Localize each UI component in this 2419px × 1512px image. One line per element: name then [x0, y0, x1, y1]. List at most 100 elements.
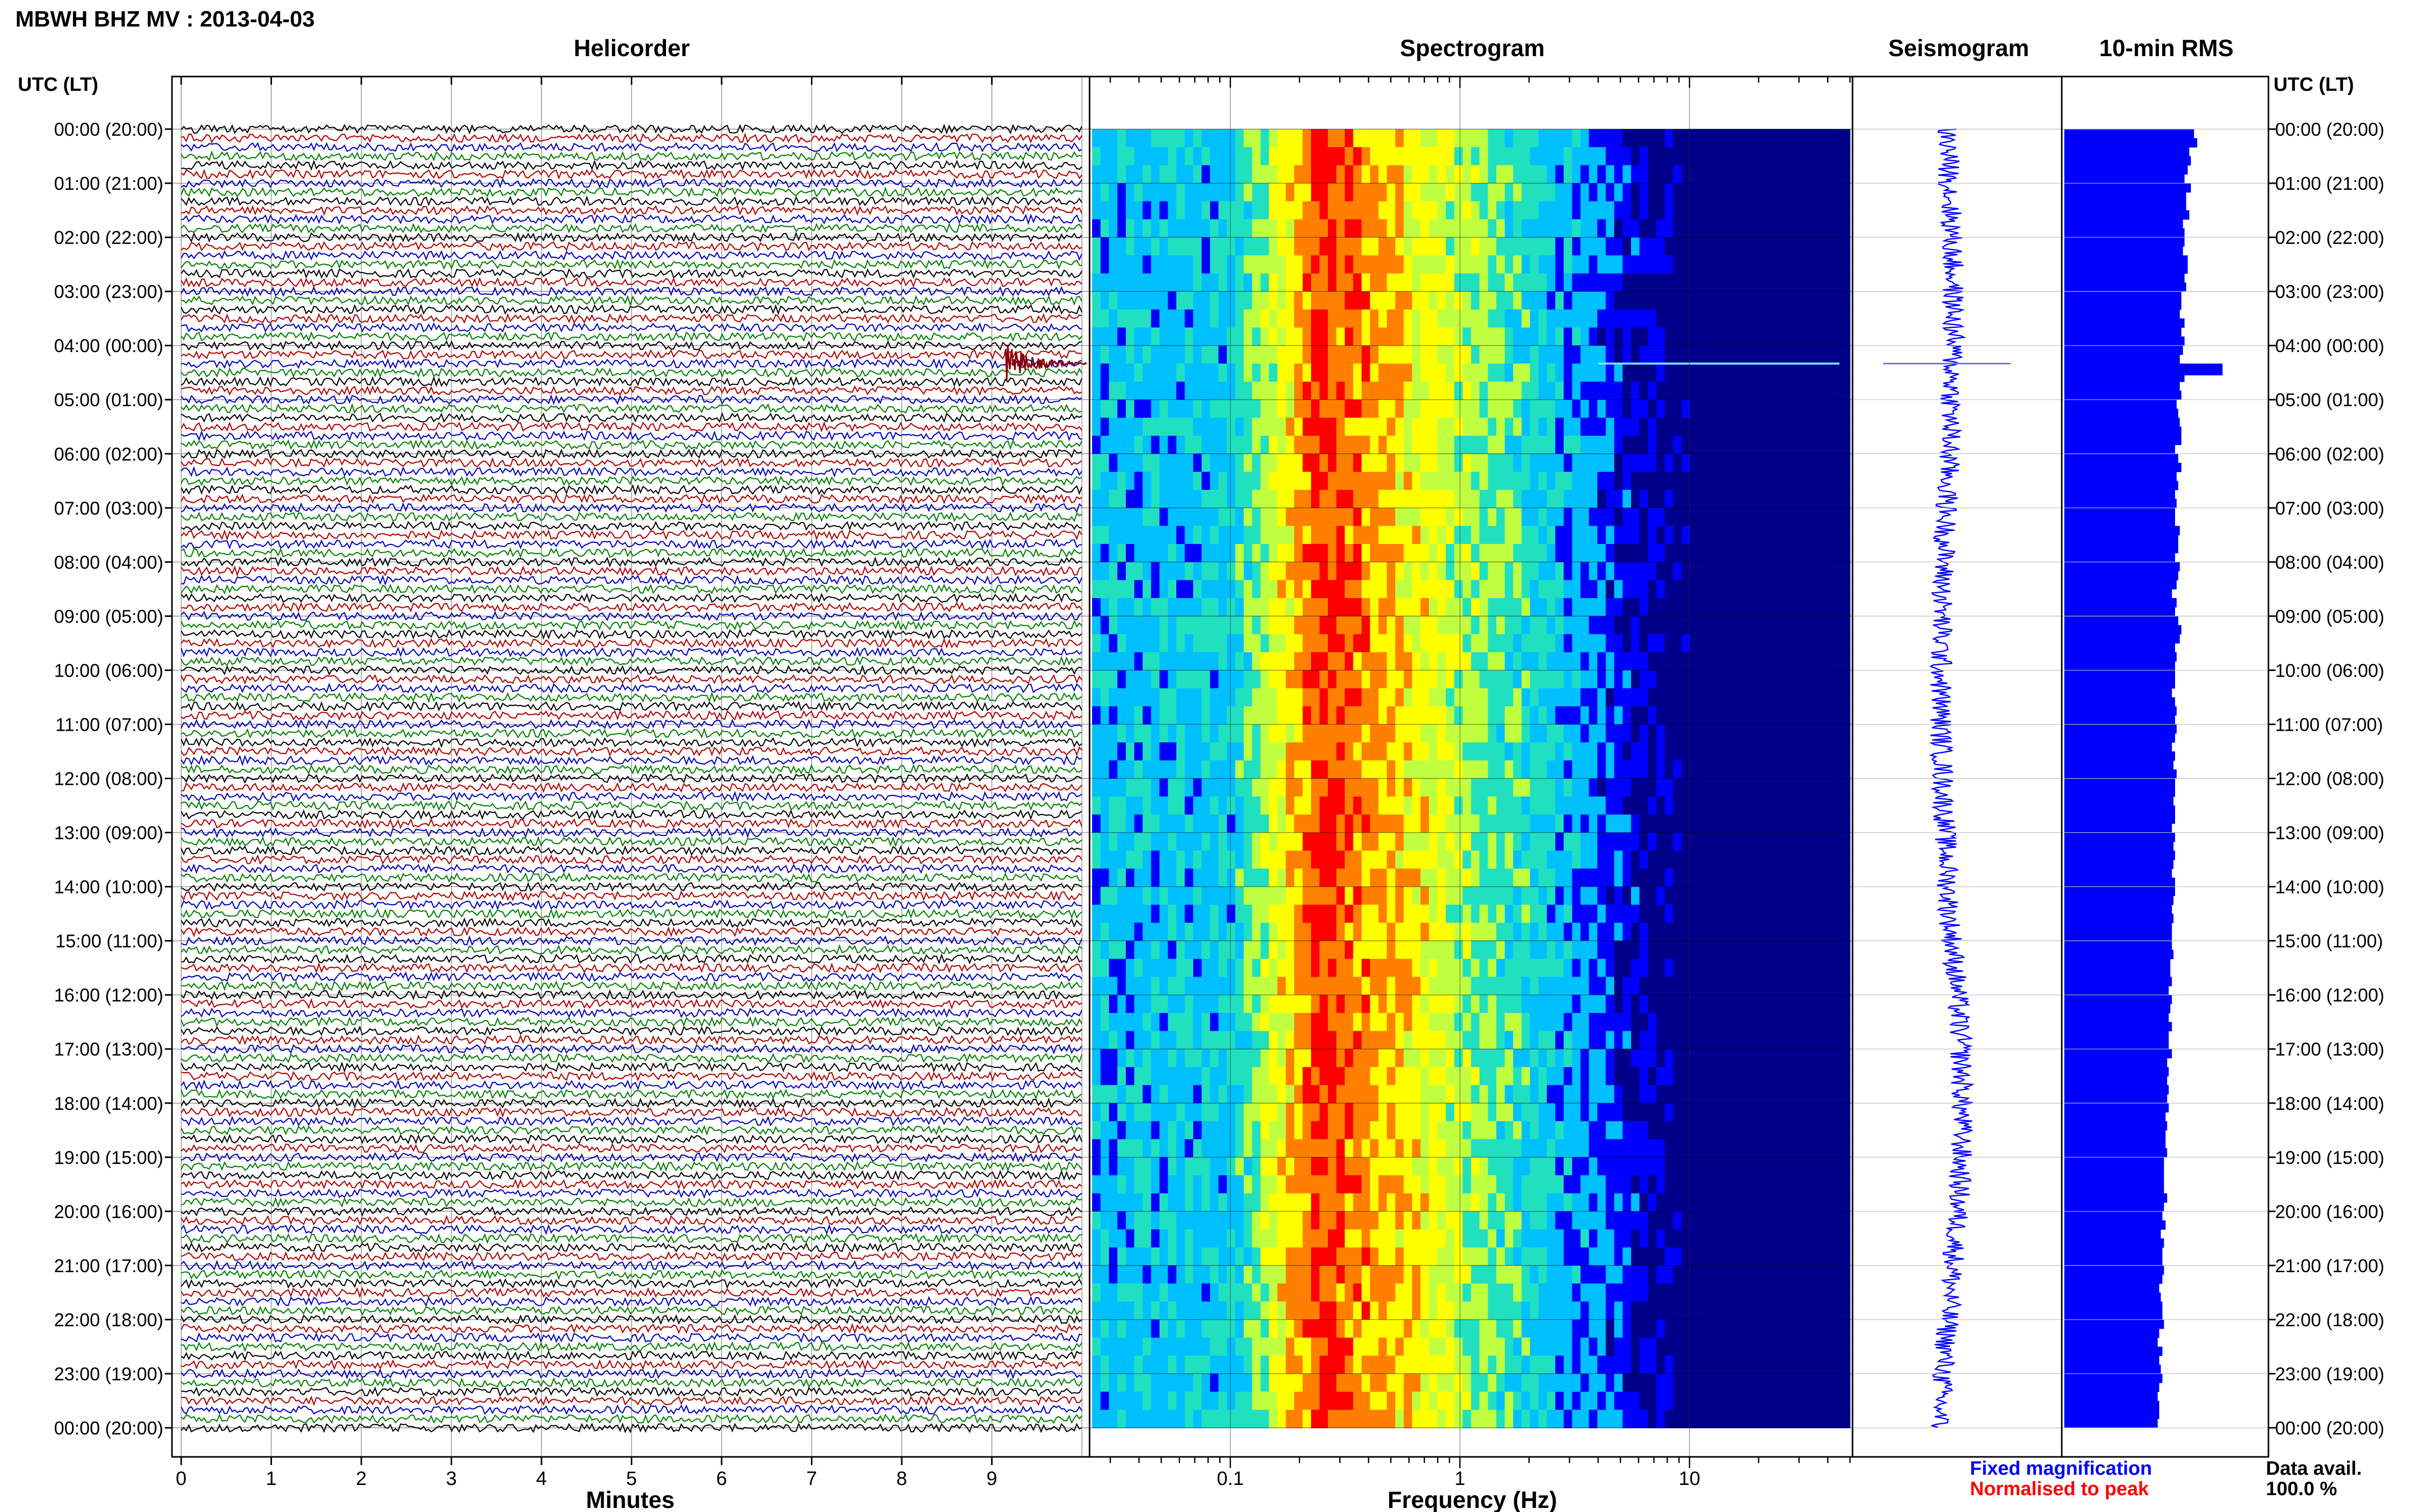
spectrogram-cell	[1319, 309, 1328, 328]
spectrogram-cell	[1547, 417, 1556, 436]
spectrogram-cell	[1143, 760, 1152, 779]
spectrogram-cell	[1235, 201, 1244, 220]
spectrogram-cell	[1715, 489, 1724, 508]
spectrogram-cell	[1345, 562, 1354, 581]
spectrogram-cell	[1614, 904, 1623, 923]
spectrogram-cell	[1143, 940, 1152, 959]
spectrogram-cell	[1117, 1013, 1126, 1032]
spectrogram-cell	[1387, 147, 1396, 166]
spectrogram-cell	[1606, 1067, 1615, 1086]
spectrogram-cell	[1723, 435, 1733, 454]
spectrogram-cell	[1479, 219, 1489, 238]
spectrogram-cell	[1463, 363, 1472, 382]
spectrogram-cell	[1463, 724, 1472, 743]
spectrogram-cell	[1235, 363, 1244, 382]
spectrogram-cell	[1446, 526, 1455, 544]
spectrogram-cell	[1606, 562, 1615, 581]
spectrogram-cell	[1302, 544, 1312, 563]
spectrogram-cell	[1471, 1031, 1480, 1050]
spectrogram-cell	[1766, 1031, 1775, 1050]
spectrogram-cell	[1420, 508, 1429, 527]
spectrogram-cell	[1673, 309, 1682, 328]
spectrogram-cell	[1732, 796, 1741, 815]
spectrogram-cell	[1673, 435, 1682, 454]
spectrogram-cell	[1732, 869, 1741, 887]
spectrogram-cell	[1564, 400, 1573, 418]
spectrogram-cell	[1302, 580, 1312, 599]
spectrogram-cell	[1252, 273, 1261, 292]
spectrogram-cell	[1294, 1049, 1303, 1068]
spectrogram-cell	[1319, 616, 1328, 635]
spectrogram-cell	[1707, 580, 1716, 599]
spectrogram-cell	[1538, 959, 1547, 978]
spectrogram-cell	[1336, 345, 1345, 364]
spectrogram-cell	[1159, 670, 1169, 689]
spectrogram-cell	[1707, 454, 1716, 473]
spectrogram-cell	[1109, 832, 1118, 851]
spectrogram-cell	[1261, 652, 1270, 671]
spectrogram-cell	[1606, 977, 1615, 996]
spectrogram-cell	[1488, 363, 1497, 382]
spectrogram-cell	[1353, 670, 1362, 689]
spectrogram-cell	[1420, 544, 1429, 563]
spectrogram-cell	[1395, 1049, 1404, 1068]
spectrogram-cell	[1395, 814, 1404, 833]
spectrogram-cell	[1151, 959, 1160, 978]
spectrogram-cell	[1311, 201, 1320, 220]
spectrogram-cell	[1791, 508, 1800, 527]
spectrogram-cell	[1261, 544, 1270, 563]
spectrogram-cell	[1210, 165, 1219, 184]
spectrogram-cell	[1581, 688, 1590, 707]
spectrogram-cell	[1126, 923, 1135, 941]
spectrogram-cell	[1723, 760, 1733, 779]
spectrogram-cell	[1244, 327, 1253, 346]
spectrogram-cell	[1648, 183, 1657, 202]
spectrogram-cell	[1639, 832, 1648, 851]
spectrogram-cell	[1496, 688, 1505, 707]
spectrogram-cell	[1269, 580, 1278, 599]
spectrogram-cell	[1159, 1031, 1169, 1050]
spectrogram-cell	[1151, 1067, 1160, 1086]
spectrogram-cell	[1336, 489, 1345, 508]
spectrogram-cell	[1833, 850, 1842, 869]
spectrogram-cell	[1715, 850, 1724, 869]
spectrogram-cell	[1530, 688, 1539, 707]
spectrogram-cell	[1117, 959, 1126, 978]
spectrogram-cell	[1218, 454, 1227, 473]
spectrogram-cell	[1117, 1103, 1126, 1122]
spectrogram-cell	[1690, 526, 1699, 544]
spectrogram-cell	[1353, 562, 1362, 581]
spectrogram-cell	[1732, 562, 1741, 581]
spectrogram-cell	[1639, 706, 1648, 725]
spectrogram-cell	[1210, 508, 1219, 527]
spectrogram-cell	[1740, 904, 1749, 923]
spectrogram-cell	[1521, 886, 1531, 905]
spectrogram-cell	[1261, 526, 1270, 544]
spectrogram-cell	[1513, 814, 1522, 833]
spectrogram-cell	[1833, 652, 1842, 671]
spectrogram-cell	[1463, 850, 1472, 869]
spectrogram-cell	[1547, 219, 1556, 238]
spectrogram-cell	[1100, 814, 1109, 833]
spectrogram-cell	[1521, 1085, 1531, 1104]
spectrogram-cell	[1488, 273, 1497, 292]
spectrogram-cell	[1816, 670, 1825, 689]
spectrogram-cell	[1471, 454, 1480, 473]
spectrogram-cell	[1799, 129, 1809, 148]
spectrogram-cell	[1513, 435, 1522, 454]
spectrogram-cell	[1799, 995, 1809, 1013]
spectrogram-cell	[1648, 1013, 1657, 1032]
spectrogram-cell	[1808, 652, 1817, 671]
spectrogram-cell	[1715, 923, 1724, 941]
spectrogram-cell	[1488, 147, 1497, 166]
spectrogram-cell	[1656, 1031, 1665, 1050]
spectrogram-cell	[1193, 183, 1202, 202]
spectrogram-cell	[1631, 1103, 1640, 1122]
spectrogram-cell	[1378, 544, 1388, 563]
spectrogram-cell	[1328, 904, 1337, 923]
spectrogram-cell	[1210, 363, 1219, 382]
spectrogram-cell	[1109, 147, 1118, 166]
spectrogram-cell	[1766, 814, 1775, 833]
spectrogram-cell	[1168, 309, 1177, 328]
spectrogram-cell	[1479, 850, 1489, 869]
